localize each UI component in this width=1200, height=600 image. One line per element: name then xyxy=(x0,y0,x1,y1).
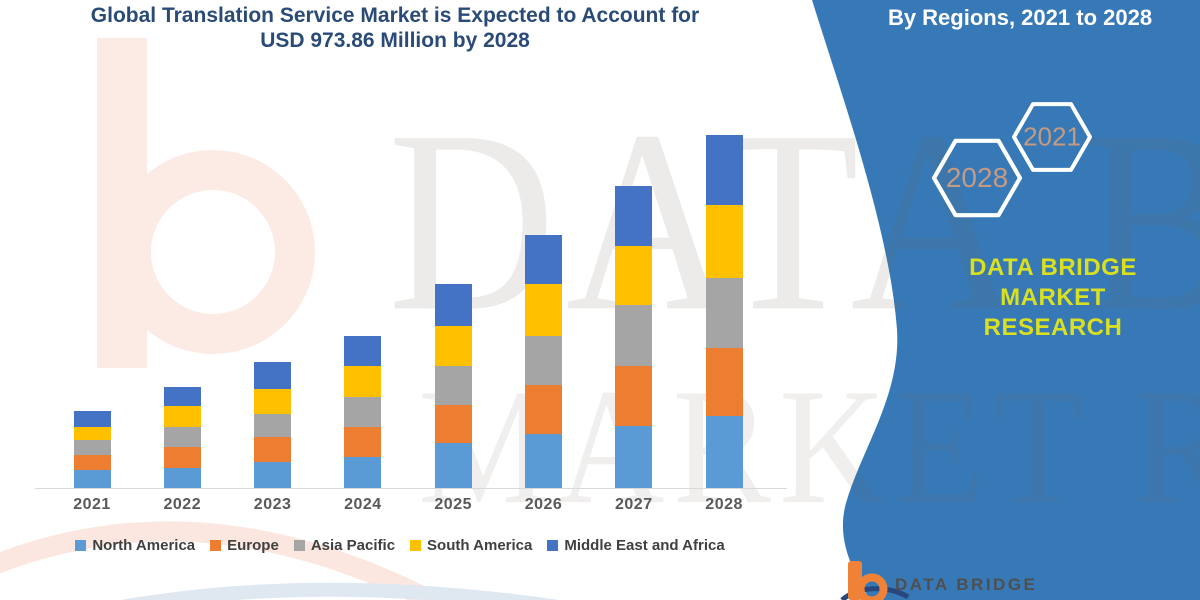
bar-segment xyxy=(73,454,111,471)
chart-title-line2: USD 973.86 Million by 2028 xyxy=(260,29,530,52)
bar-segment xyxy=(163,406,201,427)
watermark-text-line1: DATA BRIDGE xyxy=(388,77,1200,366)
bar-segment xyxy=(163,468,201,488)
legend-item-asia-pacific: Asia Pacific xyxy=(293,537,396,554)
logo-b-stem xyxy=(848,561,862,600)
bar-segment xyxy=(344,427,382,457)
chart-title-line1: Global Translation Service Market is Exp… xyxy=(90,4,700,27)
legend-swatch xyxy=(210,540,222,551)
bar-segment xyxy=(254,362,292,390)
x-axis-label: 2022 xyxy=(163,496,202,513)
bar-segment xyxy=(73,439,111,455)
bar-segment xyxy=(254,389,292,414)
dbmr-footer-logo: DATA BRIDGE MARKET RESEARCH xyxy=(840,561,1037,600)
watermark-cut-band xyxy=(0,358,443,473)
bar-2023 xyxy=(254,362,292,488)
x-axis-label: 2024 xyxy=(344,496,382,513)
watermark-b-bowl xyxy=(111,150,315,354)
legend-label: Asia Pacific xyxy=(310,537,396,554)
bar-segment xyxy=(344,396,382,428)
bar-segment xyxy=(344,335,382,366)
bar-segment xyxy=(254,436,292,462)
legend-swatch xyxy=(75,540,87,551)
bar-segment xyxy=(73,411,111,428)
legend-item-europe: Europe xyxy=(210,537,279,554)
bar-segment xyxy=(344,456,382,488)
legend-label: Europe xyxy=(227,537,279,554)
legend-swatch xyxy=(293,540,305,551)
bar-segment xyxy=(163,426,201,447)
panel-title: By Regions, 2021 to 2028 xyxy=(887,5,1153,30)
legend-label: North America xyxy=(92,537,196,554)
watermark-pink-swoosh xyxy=(0,521,435,600)
watermark-b-stem xyxy=(97,38,147,368)
bar-segment xyxy=(163,386,201,407)
bar-segment xyxy=(254,413,292,437)
watermark-blue-swoosh xyxy=(120,582,559,600)
chart-title: Global Translation Service Market is Exp… xyxy=(0,3,790,53)
bar-2022 xyxy=(163,386,201,488)
bar-segment xyxy=(344,365,382,397)
legend-item-north-america: North America xyxy=(75,537,195,554)
logo-name-text: DATA BRIDGE xyxy=(895,575,1037,594)
bar-2021 xyxy=(73,411,111,488)
bar-segment xyxy=(73,427,111,440)
bar-segment xyxy=(254,461,292,488)
bar-segment xyxy=(163,446,201,469)
bar-segment xyxy=(73,470,111,488)
bar-2024 xyxy=(344,335,382,488)
logo-b-bowl xyxy=(856,573,888,600)
x-axis-label: 2023 xyxy=(253,496,292,513)
logo-swoosh xyxy=(840,586,910,600)
watermark-text-line2: MARKET RESEARCH xyxy=(418,355,1200,540)
x-axis-label: 2021 xyxy=(73,496,111,513)
